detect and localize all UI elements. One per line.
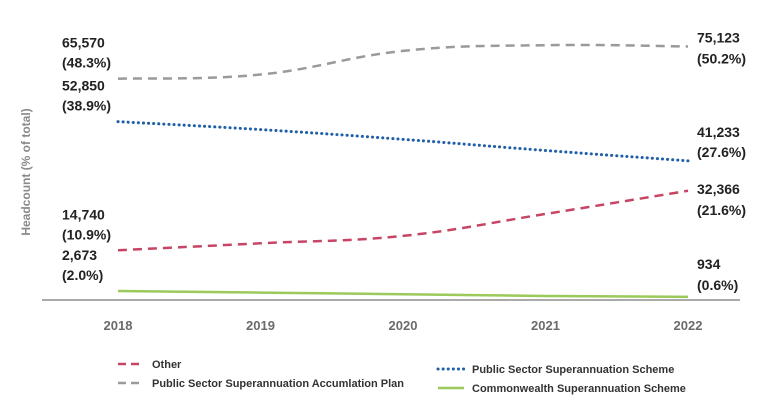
end-label-value-pss: 41,233 — [697, 124, 740, 140]
data-labels: 65,570 (48.3%) 75,123 (50.2%) 52,850 (38.9%) 4… — [62, 29, 746, 292]
x-tick-label-2019: 2019 — [246, 318, 275, 333]
x-tick-label-2020: 2020 — [389, 318, 418, 333]
end-label-value-other: 32,366 — [697, 181, 740, 197]
start-label-pct-pss: (38.9%) — [62, 98, 111, 114]
start-label-value-other: 14,740 — [62, 206, 105, 222]
end-label-value-pssap: 75,123 — [697, 29, 740, 45]
x-tick-label-2021: 2021 — [531, 318, 560, 333]
end-label-pct-pssap: (50.2%) — [697, 50, 746, 66]
series-lines — [116, 43, 690, 299]
series-line-pss — [116, 120, 690, 163]
start-label-value-pssap: 65,570 — [62, 35, 105, 51]
y-axis-label: Headcount (% of total) — [19, 108, 33, 235]
x-tick-label-2022: 2022 — [674, 318, 703, 333]
start-label-value-css: 2,673 — [62, 247, 97, 263]
legend: Other Public Sector Superannuation Accuml… — [118, 359, 686, 395]
end-label-value-css: 934 — [697, 256, 721, 272]
series-line-other — [117, 189, 689, 252]
legend-label-css: Commonwealth Superannuation Scheme — [472, 383, 686, 395]
legend-label-other: Other — [152, 359, 182, 371]
x-axis-ticks: 2018 2019 2020 2021 2022 — [104, 318, 703, 333]
series-line-pssap — [117, 43, 689, 80]
legend-label-pssap: Public Sector Superannuation Accumlation… — [152, 378, 404, 390]
start-label-value-pss: 52,850 — [62, 78, 105, 94]
start-label-pct-pssap: (48.3%) — [62, 55, 111, 71]
end-label-pct-other: (21.6%) — [697, 202, 746, 218]
start-label-pct-other: (10.9%) — [62, 226, 111, 242]
legend-label-pss: Public Sector Superannuation Scheme — [472, 364, 674, 376]
x-tick-label-2018: 2018 — [104, 318, 133, 333]
end-label-pct-pss: (27.6%) — [697, 144, 746, 160]
start-label-pct-css: (2.0%) — [62, 267, 103, 283]
end-label-pct-css: (0.6%) — [697, 277, 738, 293]
series-line-css — [117, 289, 689, 299]
